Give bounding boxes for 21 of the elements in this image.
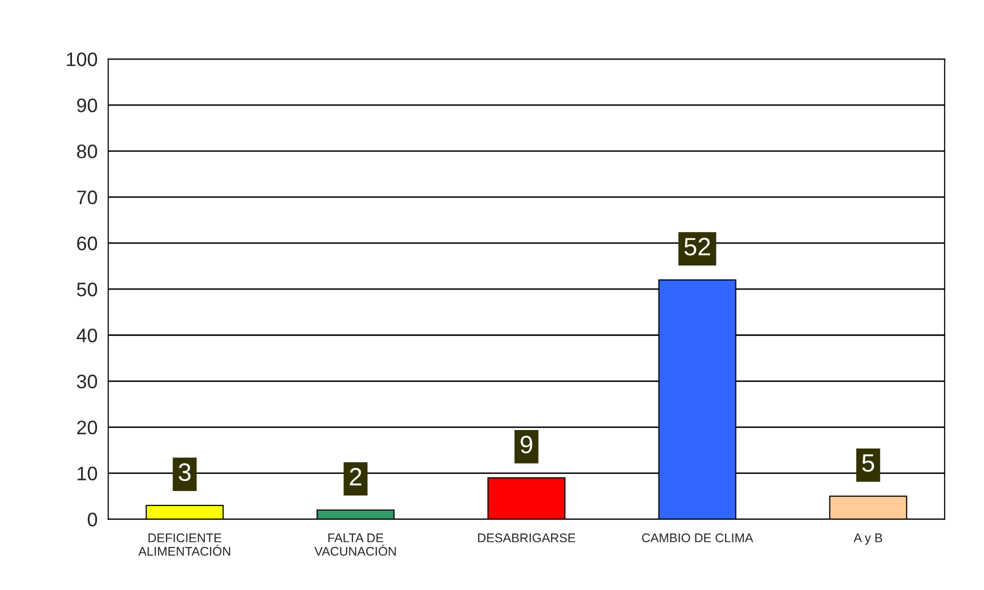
- data-label: 3: [178, 463, 191, 482]
- y-tick-label: 10: [78, 466, 98, 480]
- data-label: 2: [350, 468, 362, 486]
- y-tick-label: 50: [76, 282, 98, 296]
- x-tick-label: CAMBIO DE CLIMA: [642, 533, 754, 542]
- x-tick-label: FALTA DE VACUNACIÓN: [314, 534, 396, 556]
- data-label: 52: [684, 238, 710, 256]
- y-tick-label: 100: [66, 52, 98, 66]
- y-tick-label: 0: [88, 512, 98, 526]
- x-tick-label: DEFICIENTE ALIMENTACIÓN: [138, 533, 230, 556]
- data-label: 5: [862, 454, 874, 472]
- data-label: 9: [520, 436, 532, 454]
- x-tick-label: DESABRIGARSE: [478, 533, 576, 542]
- y-tick-label: 80: [77, 144, 98, 158]
- y-tick-label: 90: [77, 98, 98, 112]
- y-tick-label: 30: [76, 374, 98, 388]
- x-tick-label: A y B: [854, 534, 882, 545]
- y-tick-label: 70: [77, 190, 98, 204]
- y-tick-label: 40: [76, 328, 98, 342]
- y-tick-label: 20: [77, 420, 98, 434]
- y-tick-label: 60: [77, 236, 98, 250]
